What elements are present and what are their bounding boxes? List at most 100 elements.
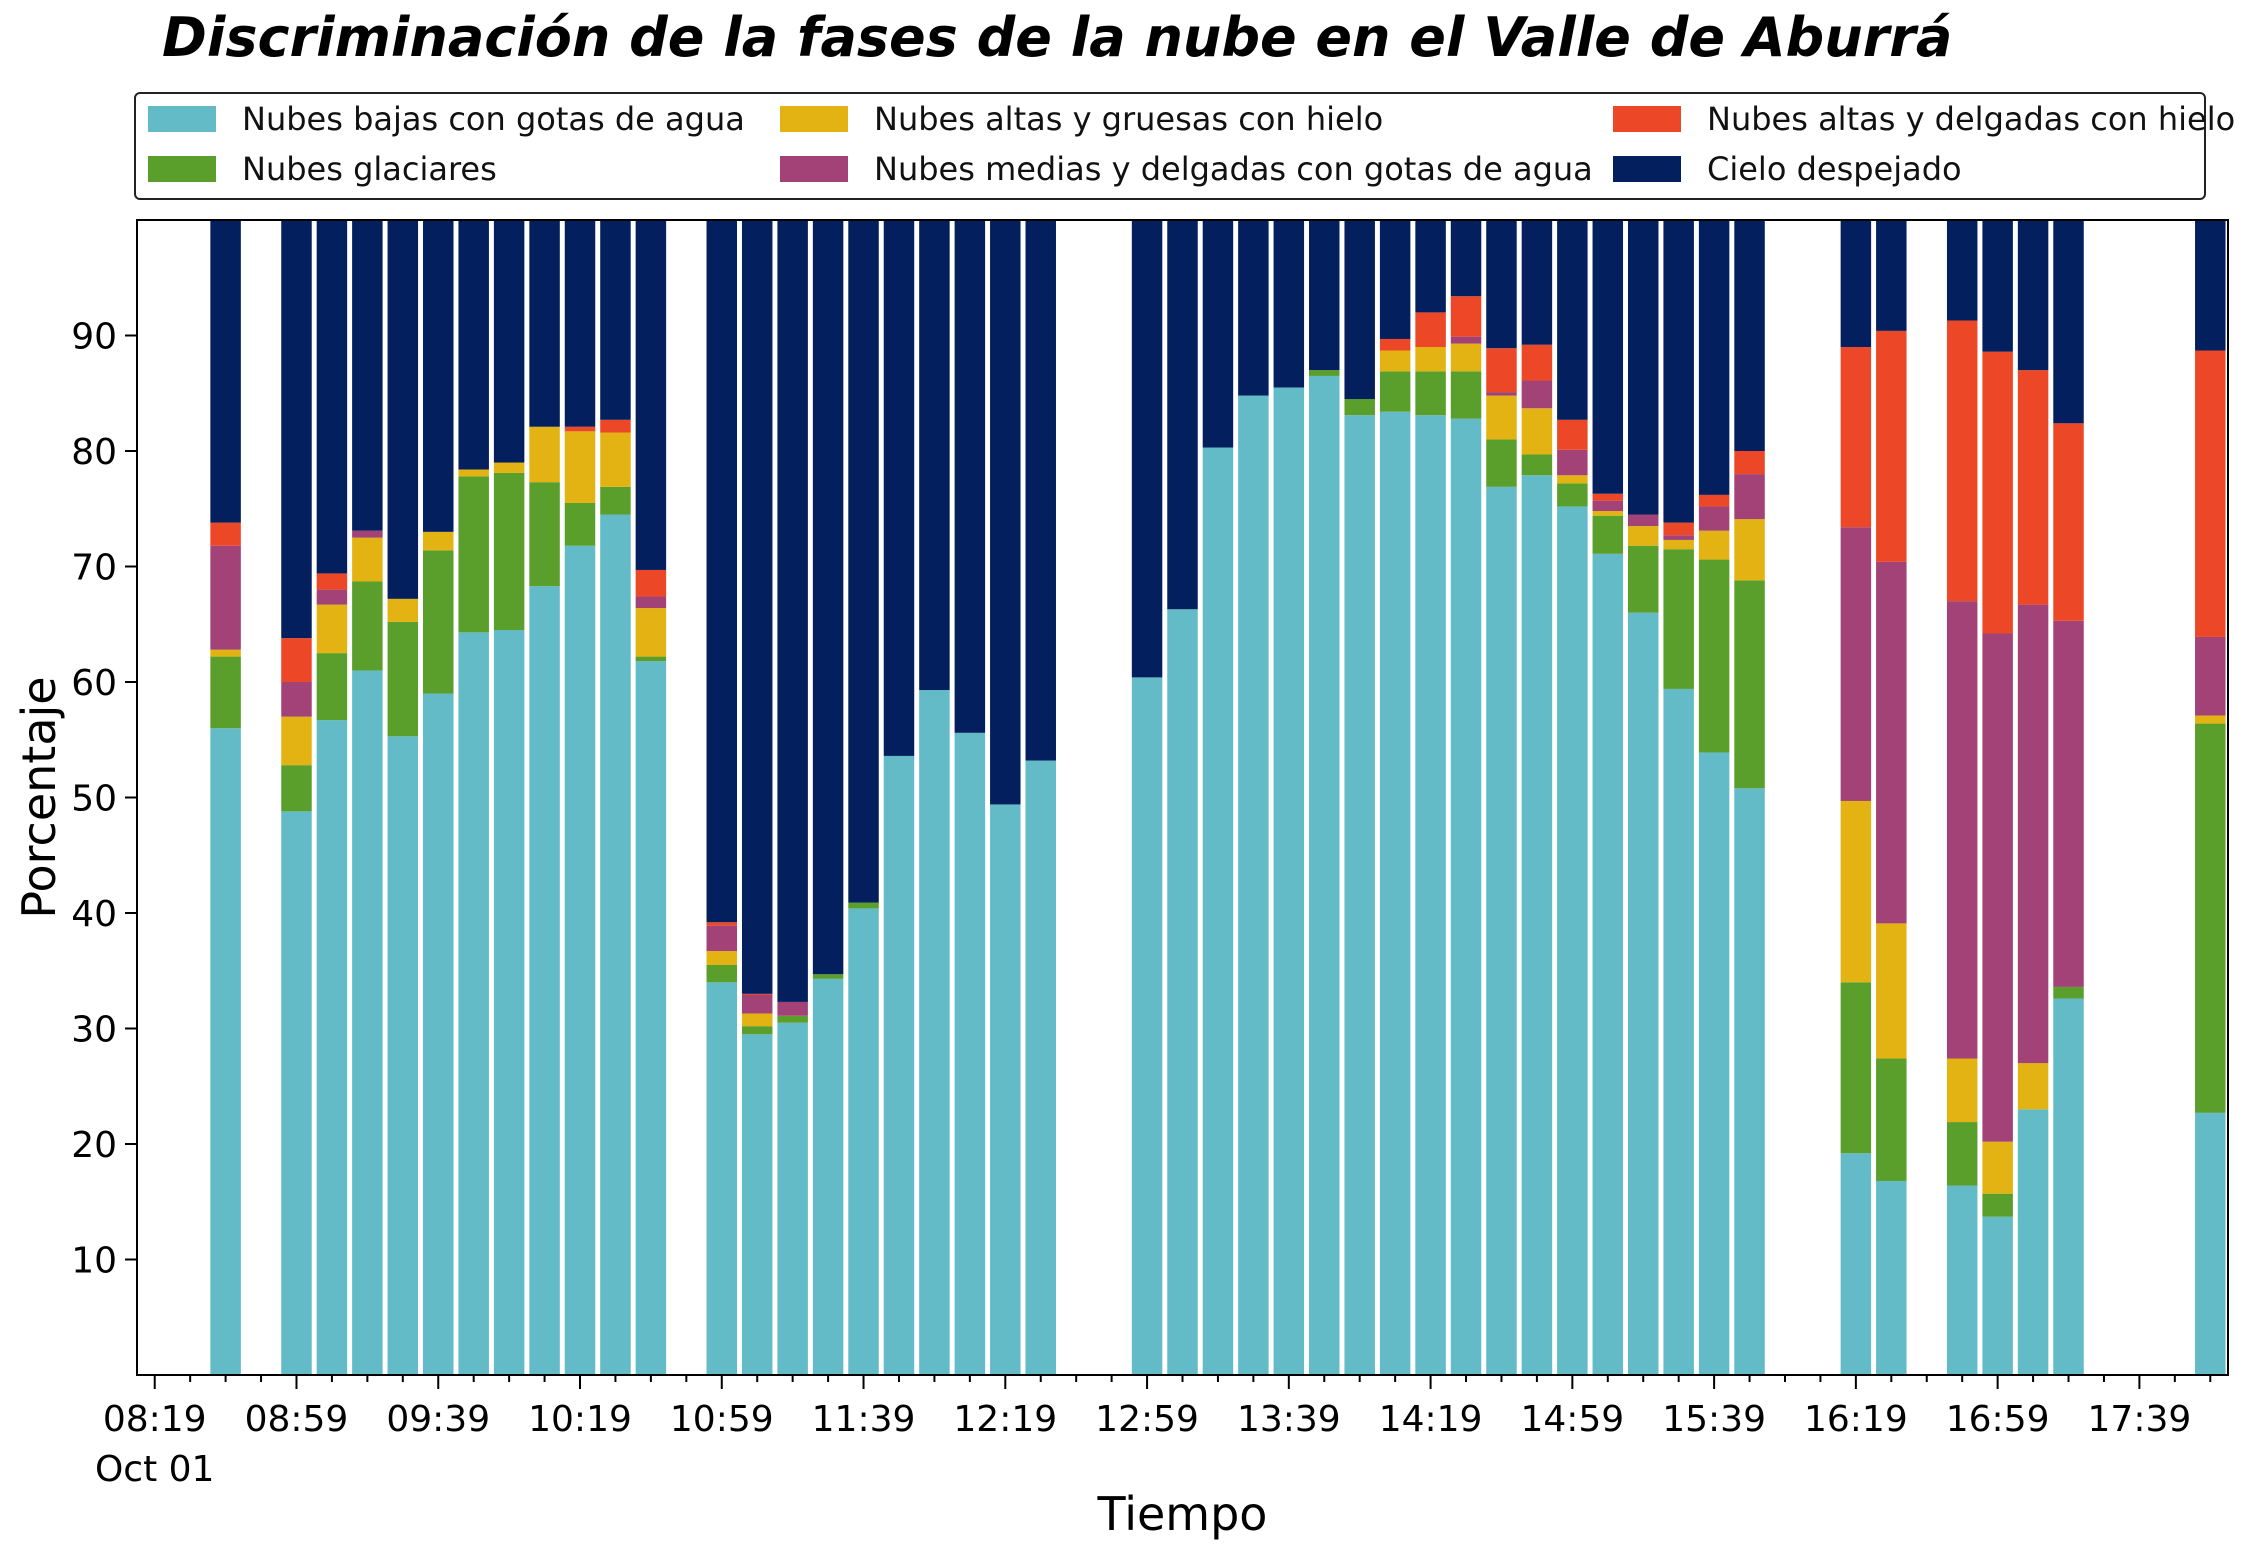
bar-segment: [954, 220, 986, 733]
bar-segment: [352, 537, 383, 582]
bar-segment: [1415, 220, 1446, 313]
bar-segment: [1131, 220, 1163, 678]
bar-segment: [1876, 330, 1907, 562]
bar-segment: [564, 545, 596, 1375]
bar-segment: [1238, 220, 1269, 396]
bar-segment: [1627, 220, 1659, 515]
legend-label: Nubes altas y delgadas con hielo: [1707, 100, 2236, 138]
bar-segment: [1734, 580, 1765, 789]
bar-segment: [1698, 506, 1730, 531]
x-tick-label: 17:39: [2088, 1399, 2192, 1440]
bar-segment: [1627, 545, 1659, 613]
bar-segment: [1663, 535, 1694, 540]
bar-segment: [458, 476, 489, 633]
bar-segment: [741, 993, 773, 996]
bar-segment: [1627, 526, 1659, 546]
bar-segment: [1946, 1122, 1978, 1186]
bar-segment: [1521, 475, 1553, 1375]
bar-segment: [387, 598, 419, 622]
bar-segment: [529, 220, 560, 427]
bar-segment: [848, 908, 879, 1375]
bar-segment: [1982, 220, 2013, 352]
x-tick-label: 11:39: [812, 1399, 916, 1440]
bar-segment: [990, 220, 1021, 805]
bar-segment: [1592, 553, 1624, 1375]
bar-segment: [812, 974, 844, 979]
bar-segment: [423, 550, 454, 694]
bar-segment: [2053, 998, 2084, 1375]
y-tick-label: 90: [71, 317, 117, 358]
bar-segment: [1486, 392, 1517, 396]
bar-segment: [1450, 418, 1482, 1375]
bar-segment: [1840, 1153, 1872, 1375]
x-tick-label: 15:39: [1662, 1399, 1766, 1440]
bar-segment: [316, 653, 348, 721]
bar-segment: [1238, 395, 1269, 1375]
bar-segment: [352, 530, 383, 538]
bar-segment: [1167, 220, 1198, 610]
bar-segment: [706, 982, 738, 1375]
bar-segment: [883, 755, 915, 1375]
bar-segment: [1557, 449, 1588, 476]
x-tick-label: 13:39: [1237, 1399, 1341, 1440]
chart-title: Discriminación de la fases de la nube en…: [162, 6, 1953, 69]
bar-segment: [1734, 220, 1765, 451]
bar-segment: [1025, 760, 1056, 1375]
bar-segment: [281, 765, 312, 812]
bar-segment: [600, 419, 631, 433]
bar-segment: [281, 682, 312, 717]
bar-segment: [458, 220, 489, 470]
bar-segment: [210, 728, 241, 1375]
y-tick-label: 80: [71, 432, 117, 473]
legend-swatch: [1613, 156, 1681, 182]
bar-segment: [210, 545, 241, 650]
bar-segment: [1982, 1141, 2013, 1194]
bar-segment: [1840, 982, 1872, 1154]
bar-segment: [458, 632, 489, 1375]
y-tick-label: 70: [71, 548, 117, 589]
bar-segment: [1521, 408, 1553, 455]
x-tick-label: 10:59: [670, 1399, 774, 1440]
bar-segment: [1521, 454, 1553, 476]
bar-segment: [493, 220, 525, 463]
bar-segment: [919, 690, 950, 1375]
legend-item: Cielo despejado: [1613, 150, 1962, 188]
legend-swatch: [148, 106, 216, 132]
bar-segment: [1450, 371, 1482, 419]
bar-segment: [2053, 220, 2084, 424]
legend-label: Nubes glaciares: [242, 150, 497, 188]
x-tick-label: 08:59: [245, 1399, 349, 1440]
bar-segment: [1486, 395, 1517, 440]
bar-segment: [706, 925, 738, 952]
legend-item: Nubes medias y delgadas con gotas de agu…: [780, 150, 1593, 188]
bar-segment: [493, 462, 525, 473]
bar-segment: [493, 472, 525, 631]
bar-segment: [1557, 506, 1588, 1375]
bar-segment: [954, 732, 986, 1375]
x-tick-label: 16:59: [1946, 1399, 2050, 1440]
bar-segment: [2017, 220, 2049, 371]
bar-segment: [1167, 609, 1198, 1375]
bar-segment: [316, 220, 348, 574]
bar-segment: [1486, 486, 1517, 1375]
bar-segment: [423, 531, 454, 551]
bar-segment: [848, 220, 879, 903]
bar-segment: [1309, 370, 1340, 376]
bar-segment: [883, 220, 915, 756]
bar-segment: [2053, 423, 2084, 621]
bar-segment: [1450, 343, 1482, 372]
bar-segment: [564, 426, 596, 432]
bar-segment: [635, 220, 667, 570]
bar-segment: [1592, 220, 1624, 494]
bar-segment: [1344, 399, 1375, 416]
x-tick-label: 14:19: [1379, 1399, 1483, 1440]
bar-segment: [1876, 1180, 1907, 1375]
bar-segment: [2017, 604, 2049, 1064]
bar-segment: [2195, 350, 2226, 637]
bar-segment: [1627, 612, 1659, 1375]
bar-segment: [635, 596, 667, 609]
legend-label: Cielo despejado: [1707, 150, 1962, 188]
bar-segment: [1698, 752, 1730, 1375]
bar-segment: [1486, 220, 1517, 349]
bar-segment: [1521, 344, 1553, 381]
